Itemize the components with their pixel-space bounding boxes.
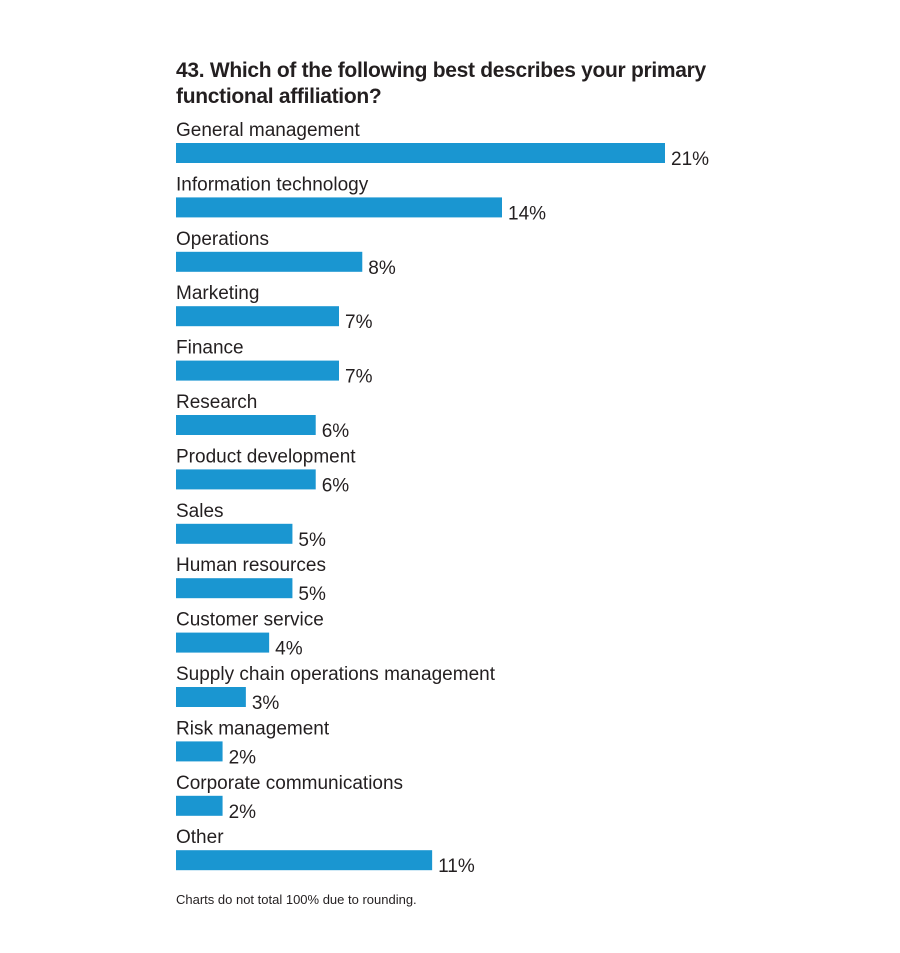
value-label: 6% — [322, 475, 350, 496]
value-label: 7% — [345, 367, 373, 388]
category-label: General management — [176, 120, 360, 141]
bar — [176, 197, 502, 218]
value-label: 5% — [298, 530, 326, 551]
bar — [176, 741, 223, 762]
chart-title: 43. Which of the following best describe… — [176, 59, 706, 108]
bar — [176, 251, 363, 272]
bar — [176, 306, 339, 327]
value-label: 2% — [229, 802, 257, 823]
bar — [176, 795, 223, 816]
bar — [176, 143, 665, 163]
value-label: 4% — [275, 639, 303, 660]
value-label: 6% — [322, 421, 350, 442]
value-label: 8% — [368, 258, 396, 279]
category-label: Corporate communications — [176, 773, 403, 794]
bar — [176, 578, 293, 599]
bar — [176, 632, 270, 653]
bar — [176, 415, 316, 435]
category-label: Risk management — [176, 718, 330, 739]
category-label: Supply chain operations management — [176, 664, 496, 685]
category-label: Human resources — [176, 555, 326, 576]
value-label: 7% — [345, 312, 373, 333]
bar — [176, 523, 293, 544]
category-label: Information technology — [176, 174, 369, 195]
value-label: 14% — [508, 203, 546, 224]
footnote: Charts do not total 100% due to rounding… — [176, 892, 417, 907]
bar — [176, 687, 246, 707]
value-label: 3% — [252, 693, 280, 714]
value-label: 2% — [229, 747, 257, 768]
category-label: Marketing — [176, 283, 259, 304]
category-label: Sales — [176, 501, 224, 522]
value-label: 21% — [671, 149, 709, 170]
value-label: 5% — [298, 584, 326, 605]
bar — [176, 469, 316, 490]
category-label: Product development — [176, 446, 356, 467]
bar — [176, 850, 433, 871]
category-label: Customer service — [176, 610, 324, 631]
category-label: Research — [176, 392, 257, 413]
bar — [176, 360, 339, 381]
category-label: Finance — [176, 338, 244, 359]
category-label: Operations — [176, 229, 269, 250]
value-label: 11% — [438, 856, 475, 877]
category-label: Other — [176, 827, 224, 848]
